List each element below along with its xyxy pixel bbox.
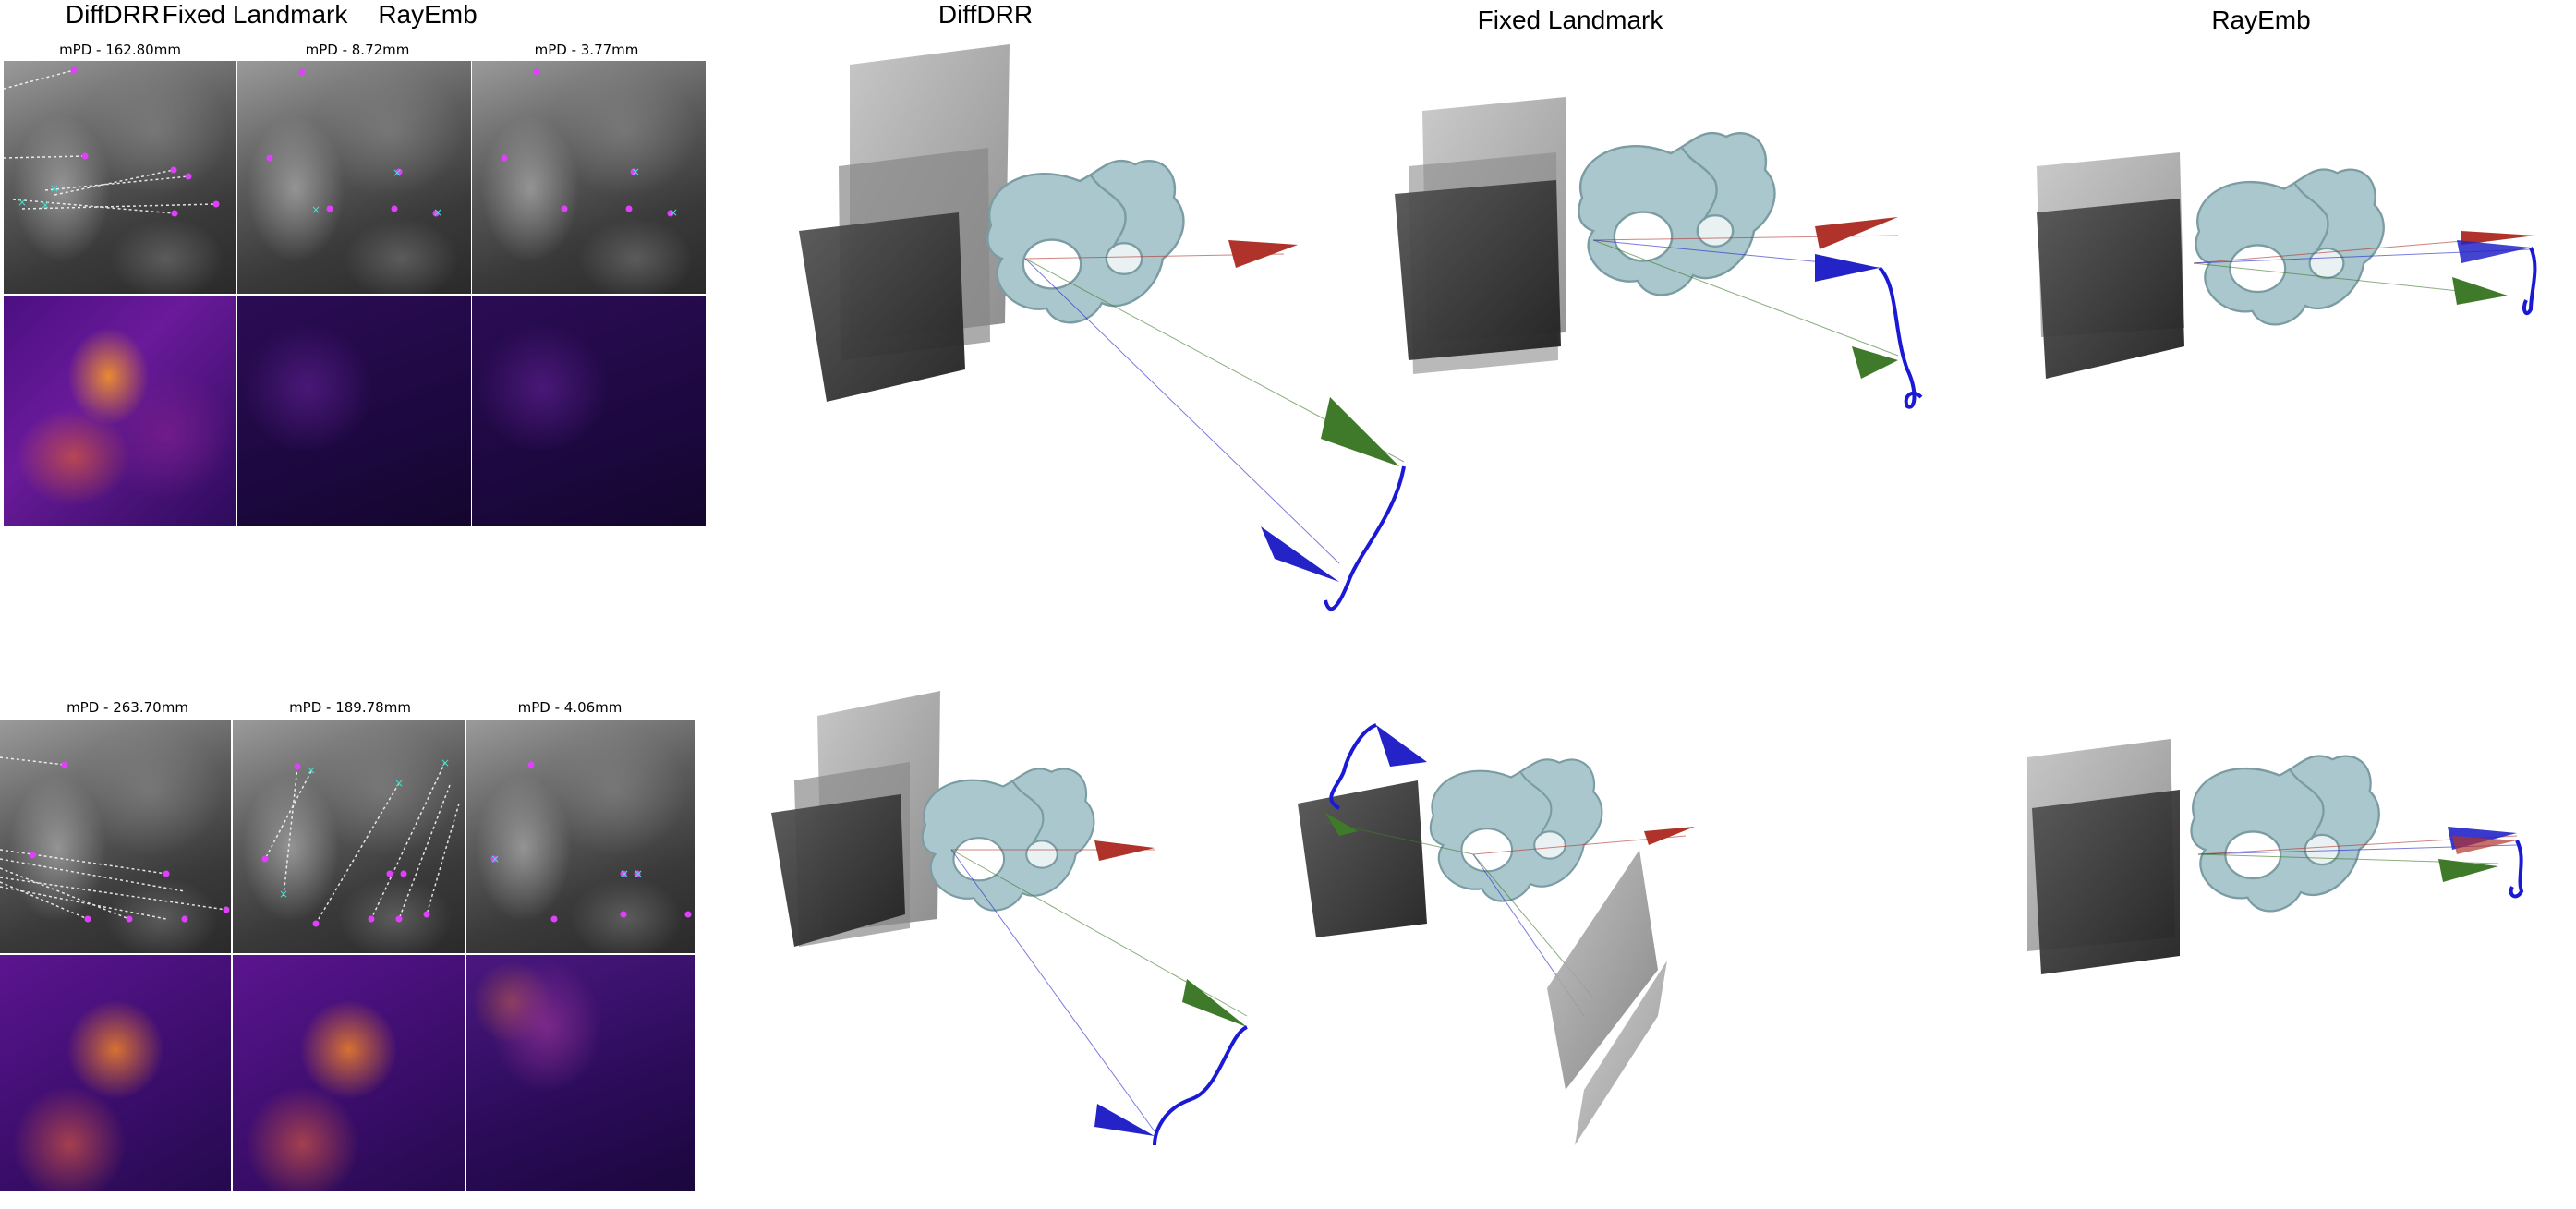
column-title-diffdrr-left: DiffDRR — [65, 0, 161, 29]
svg-text:×: × — [311, 203, 320, 216]
row2-rayemb-camera-red — [2452, 836, 2517, 854]
row1-fixed-drr-plane-front — [1395, 180, 1561, 360]
row2-fixed-drr-plane-far-2 — [1575, 961, 1667, 1145]
row1-diffdrr-camera-blue — [1261, 526, 1339, 582]
svg-text:×: × — [490, 852, 500, 865]
column-title-diffdrr-3d: DiffDRR — [937, 0, 1034, 29]
row1-fixed-pelvis — [1578, 131, 1776, 296]
row2-heatmap-fixed-landmark — [233, 955, 465, 1191]
row1-xray-rayemb: × × — [472, 61, 706, 294]
row1-scene-rayemb — [2037, 152, 2537, 379]
row1-heatmap-rayemb — [472, 296, 706, 526]
row2-heatmap-diffdrr — [0, 955, 231, 1191]
row1-rayemb-drr-plane-front — [2037, 199, 2184, 379]
row2-mpd-diffdrr: mPD - 263.70mm — [67, 699, 188, 716]
row2-diffdrr-camera-red — [1094, 840, 1155, 861]
row2-landmark-overlay-rayemb: × × × — [490, 761, 692, 923]
svg-text:×: × — [393, 166, 402, 179]
svg-text:×: × — [441, 756, 450, 769]
svg-text:×: × — [631, 165, 640, 178]
svg-text:×: × — [634, 867, 643, 880]
row2-rayemb-drr-plane-front — [2032, 790, 2180, 974]
row2-diffdrr-drr-plane-front — [771, 794, 905, 947]
column-title-fixed-landmark-3d: Fixed Landmark — [1477, 6, 1663, 34]
row1-xray-diffdrr: × × × — [4, 61, 236, 294]
row1-scene-fixed-landmark — [1395, 97, 1923, 409]
row1-fixed-camera-red — [1815, 217, 1898, 249]
row1-scene-diffdrr — [799, 44, 1406, 611]
row2-rayemb-trajectory — [2509, 840, 2524, 899]
row1-heatmap-diffdrr — [4, 296, 236, 526]
row2-mpd-rayemb: mPD - 4.06mm — [517, 699, 623, 716]
row2-diffdrr-pelvis — [921, 768, 1095, 912]
row2-fixed-drr-plane-far-1 — [1547, 850, 1658, 1090]
row2-fixed-camera-red — [1644, 827, 1695, 845]
svg-text:×: × — [669, 206, 678, 219]
row1-fixed-camera-blue — [1815, 254, 1880, 282]
svg-text:×: × — [50, 182, 59, 195]
row2-diffdrr-camera-blue — [1094, 1104, 1155, 1136]
row2-landmark-overlay-fixed: × × × × — [261, 756, 460, 927]
row2-fixed-camera-blue — [1376, 725, 1427, 767]
row2-xray-fixed-landmark: × × × × — [233, 720, 465, 953]
column-title-rayemb-left: RayEmb — [378, 0, 478, 29]
row1-rayemb-camera-blue — [2457, 240, 2531, 263]
row1-rayemb-camera-green — [2452, 277, 2508, 305]
row2-scene-fixed-landmark — [1298, 723, 1695, 1145]
row1-rayemb-pelvis — [2195, 168, 2385, 326]
row1-mpd-rayemb: mPD - 3.77mm — [534, 42, 639, 58]
row2-diffdrr-trajectory — [1153, 1025, 1249, 1146]
column-title-fixed-landmark-left: Fixed Landmark — [162, 0, 348, 29]
row2-heatmap-rayemb — [466, 955, 695, 1191]
row1-landmark-overlay-diffdrr: ×× × — [4, 66, 220, 217]
row2-fixed-drr-plane — [1298, 780, 1427, 937]
row2-rayemb-camera-green — [2438, 859, 2498, 882]
row1-rayemb-trajectory — [2522, 247, 2537, 316]
row1-diffdrr-camera-green — [1321, 397, 1399, 466]
row2-fixed-trajectory — [1329, 723, 1377, 810]
row1-diffdrr-pelvis — [986, 159, 1185, 324]
row1-fixed-trajectory — [1878, 266, 1923, 409]
svg-text:×: × — [620, 867, 629, 880]
svg-text:×: × — [433, 206, 442, 219]
row2-xray-rayemb: × × × — [466, 720, 695, 953]
svg-text:×: × — [307, 764, 316, 777]
row1-mpd-fixed-landmark: mPD - 8.72mm — [305, 42, 410, 58]
row1-mpd-diffdrr: mPD - 162.80mm — [59, 42, 181, 58]
row2-fixed-camera-green — [1325, 813, 1358, 836]
column-title-rayemb-3d: RayEmb — [2211, 6, 2311, 34]
row1-heatmap-fixed-landmark — [237, 296, 471, 526]
row1-landmark-overlay-rayemb: ×× — [501, 68, 678, 219]
svg-text:×: × — [18, 196, 27, 209]
svg-text:×: × — [394, 777, 404, 790]
svg-text:×: × — [41, 199, 50, 212]
row1-rayemb-camera-red — [2461, 231, 2535, 245]
row2-scene-diffdrr — [771, 691, 1249, 1146]
row2-scene-rayemb — [2027, 739, 2524, 974]
svg-text:×: × — [279, 888, 288, 901]
row1-diffdrr-drr-plane-front — [799, 212, 965, 402]
row2-fixed-pelvis — [1429, 758, 1603, 902]
row2-mpd-fixed-landmark: mPD - 189.78mm — [289, 699, 411, 716]
row2-diffdrr-camera-green — [1182, 979, 1247, 1027]
row1-diffdrr-camera-red — [1228, 240, 1298, 268]
row1-landmark-overlay-fixed: × × × — [266, 68, 442, 219]
row1-fixed-camera-green — [1852, 346, 1898, 379]
row2-rayemb-pelvis — [2190, 755, 2380, 913]
row1-xray-fixed-landmark: × × × — [237, 61, 471, 294]
row1-diffdrr-trajectory — [1324, 465, 1406, 611]
row2-landmark-overlay-diffdrr — [0, 756, 230, 923]
row2-xray-diffdrr — [0, 720, 231, 953]
